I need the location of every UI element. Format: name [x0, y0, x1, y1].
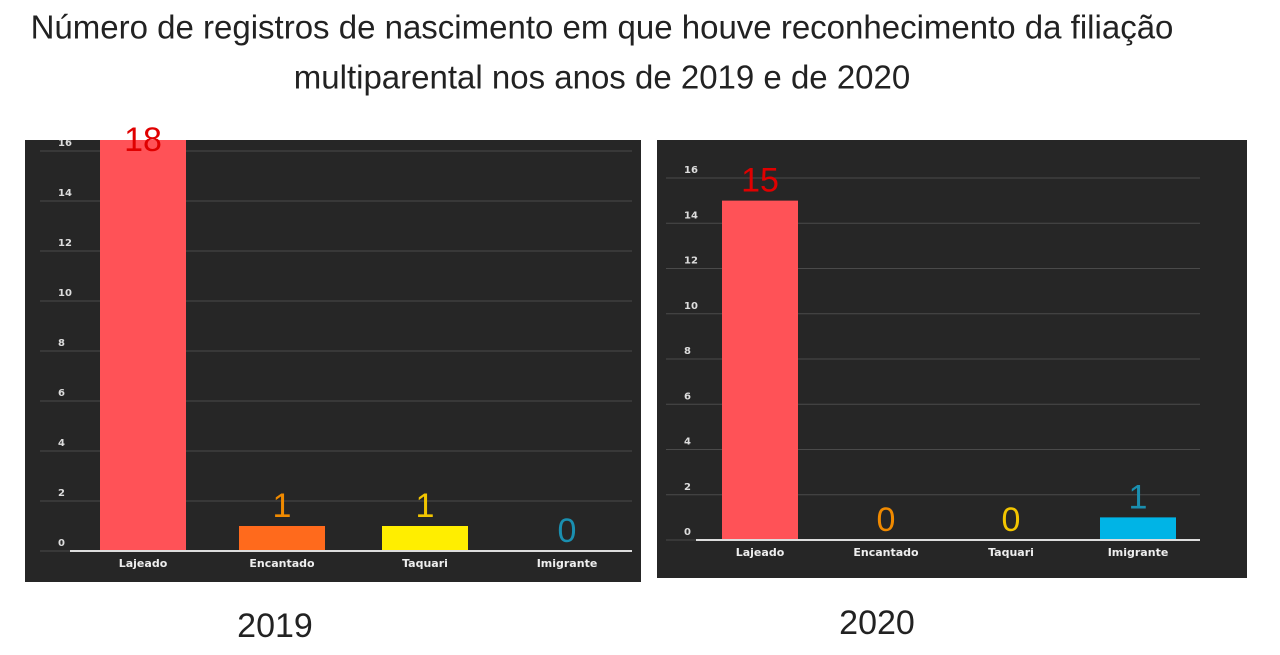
y-tick-label: 0	[58, 538, 65, 549]
value-label: 18	[124, 121, 162, 159]
y-tick-label: 16	[684, 165, 698, 176]
y-tick-label: 2	[58, 488, 65, 499]
y-tick-label: 6	[684, 391, 691, 402]
chart-title: multiparental nos anos de 2019 e de 2020	[294, 59, 910, 96]
y-tick-label: 10	[58, 288, 72, 299]
x-tick-label: Taquari	[402, 557, 448, 570]
chart-title: Número de registros de nascimento em que…	[31, 9, 1174, 46]
value-label: 0	[877, 501, 896, 539]
bar	[100, 140, 186, 551]
x-tick-label: Encantado	[853, 546, 919, 559]
value-label: 0	[558, 512, 577, 550]
bar	[1100, 517, 1176, 540]
y-tick-label: 0	[684, 527, 691, 538]
y-tick-label: 14	[684, 210, 698, 221]
value-label: 1	[1129, 478, 1148, 516]
x-tick-label: Imigrante	[537, 557, 598, 570]
y-tick-label: 12	[684, 256, 698, 267]
bar	[722, 200, 798, 540]
value-label: 0	[1002, 501, 1021, 539]
y-tick-label: 8	[684, 346, 691, 357]
value-label: 15	[741, 162, 779, 200]
bar	[239, 526, 325, 551]
y-tick-label: 6	[58, 388, 65, 399]
x-tick-label: Taquari	[988, 546, 1034, 559]
y-tick-label: 4	[58, 438, 65, 449]
y-tick-label: 2	[684, 482, 691, 493]
y-tick-label: 4	[684, 437, 691, 448]
x-tick-label: Lajeado	[736, 546, 785, 559]
chart-caption: 2019	[237, 607, 313, 645]
x-tick-label: Encantado	[249, 557, 315, 570]
y-tick-label: 12	[58, 238, 72, 249]
bar	[382, 526, 468, 551]
x-tick-label: Lajeado	[119, 557, 168, 570]
y-tick-label: 14	[58, 188, 72, 199]
chart-caption: 2020	[839, 604, 915, 642]
y-tick-label: 10	[684, 301, 698, 312]
x-tick-label: Imigrante	[1108, 546, 1169, 559]
y-tick-label: 8	[58, 338, 65, 349]
value-label: 1	[273, 487, 292, 525]
value-label: 1	[416, 487, 435, 525]
y-tick-label: 16	[58, 138, 72, 149]
